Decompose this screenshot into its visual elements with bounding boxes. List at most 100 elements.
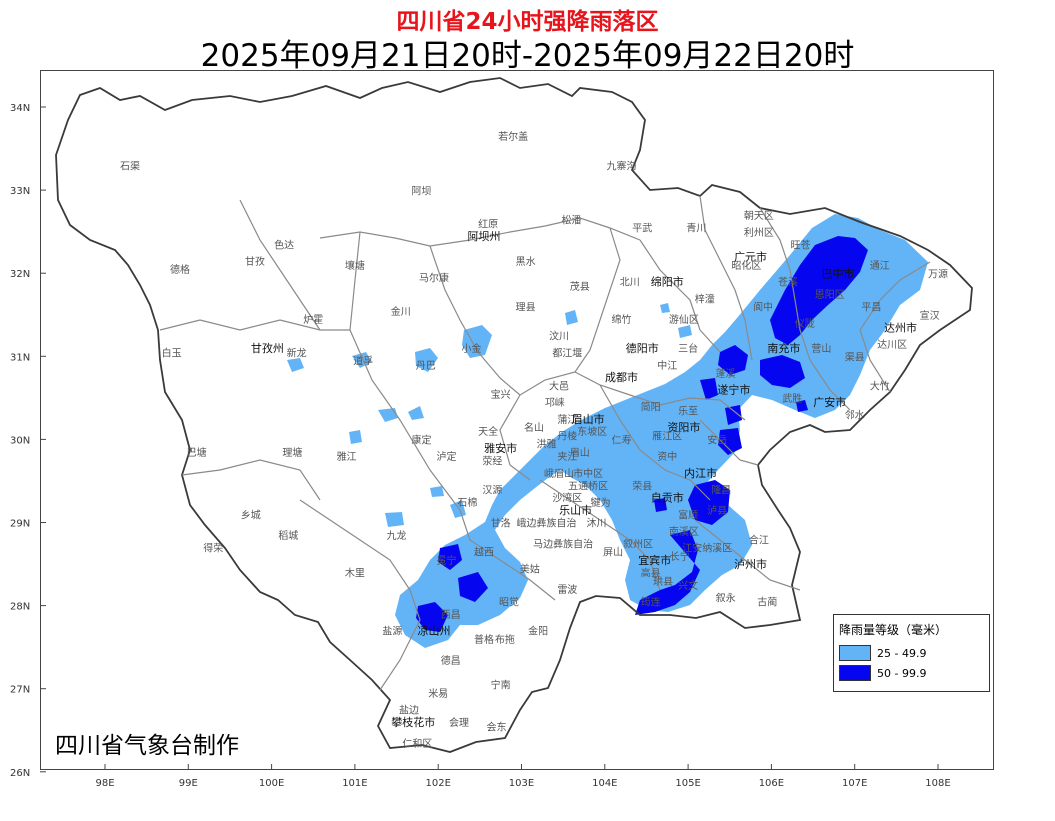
county-label: 汉源 [482,483,502,496]
county-label: 黑水 [516,256,536,268]
county-label: 东坡区 [577,425,607,438]
lat-tick-label: 27N [10,685,30,696]
county-label: 仁和区 [402,738,432,750]
county-boundary [469,539,556,601]
county-label: 理塘 [282,446,302,459]
lon-tick-label: 105E [675,778,700,789]
county-label: 沐川 [586,517,606,530]
lon-tick-label: 101E [342,778,367,789]
county-label: 若尔盖 [498,130,528,143]
rain-patch-light [385,512,404,527]
city-label: 巴中市 [822,266,855,280]
rain-patch-light [462,325,492,358]
county-label: 阆中 [753,301,773,314]
county-label: 昭化区 [731,259,761,272]
county-label: 马边彝族自治 [533,537,593,550]
county-label: 金阳 [528,625,548,638]
lon-tick-label: 104E [592,778,617,789]
county-label: 阿坝 [412,185,432,197]
city-label: 广安市 [813,395,846,409]
county-label: 三台 [678,342,698,355]
producer-credit: 四川省气象台制作 [55,733,239,759]
county-label: 石渠 [120,160,140,172]
county-label: 古蔺 [757,596,777,609]
county-label: 宝兴 [491,388,511,401]
lon-tick-label: 107E [842,778,867,789]
county-label: 峨眉山 [544,468,574,480]
county-label: 理县 [516,302,536,314]
county-label: 沙湾区 [552,492,582,505]
county-label: 青川 [686,222,706,235]
county-label: 平昌 [861,302,881,314]
rain-patch-heavy [700,378,718,400]
map-frame [40,70,994,770]
county-label: 武胜 [782,392,802,405]
county-label: 美姑 [520,562,540,575]
rain-patch-heavy [654,498,667,512]
county-label: 中江 [657,359,677,372]
county-label: 普格 [474,633,494,646]
county-boundary [859,261,931,393]
county-label: 达川区 [877,339,907,351]
rain-patch-light [415,348,438,372]
lat-tick-label: 29N [10,519,30,530]
county-label: 万源 [928,267,948,280]
legend-item: 25 - 49.9 [839,645,926,661]
county-label: 马尔康 [419,272,449,285]
lon-tick-label: 98E [95,778,114,789]
legend-title: 降雨量等级（毫米） [839,623,948,637]
county-label: 九寨沟 [606,159,636,172]
lat-tick-label: 31N [10,352,30,363]
county-boundary [299,499,421,691]
city-label: 资阳市 [667,420,700,434]
county-label: 丹棱 [557,429,577,442]
county-label: 屏山 [603,547,623,559]
county-label: 德格 [170,263,190,276]
lon-tick-label: 108E [925,778,950,789]
county-label: 北川 [620,277,640,289]
county-label: 宣汉 [920,309,940,322]
lat-tick-label: 28N [10,602,30,613]
county-label: 雁江区 [652,430,682,442]
county-label: 珙县 [653,576,673,588]
lon-tick-label: 99E [179,778,198,789]
county-label: 甘洛 [491,517,511,530]
rain-patch-heavy [842,266,852,280]
map-title: 四川省24小时强降雨落区 [396,9,659,35]
county-label: 叙州区 [623,537,653,550]
county-label: 乐至 [678,405,698,417]
county-label: 道孚 [353,355,373,368]
city-label: 乐山市 [559,503,592,517]
boundaries [55,77,973,753]
rain-patch-heavy [718,428,742,455]
county-label: 会理 [449,716,469,729]
county-label: 梓潼 [695,292,715,305]
county-label: 犍为 [591,497,611,509]
county-label: 仁寿 [611,434,631,447]
rain-patch-heavy [438,544,462,570]
rain-patch-heavy [458,572,488,602]
county-boundary [159,319,350,331]
county-label: 雅江 [337,450,357,463]
rain-patch-heavy [718,345,748,375]
rain-patch-heavy [796,400,808,412]
county-label: 合江 [749,533,769,546]
rain-patch-light [565,310,578,325]
city-label: 内江市 [684,466,717,480]
city-label: 雅安市 [484,441,517,455]
city-label: 阿坝州 [468,229,501,243]
county-label: 泸定 [437,450,457,463]
county-boundary [694,519,801,591]
province-boundary [55,77,973,753]
county-label: 越西 [474,546,494,559]
county-label: 雷波 [557,583,577,596]
map-period: 2025年09月21日20时-2025年09月22日20时 [200,38,855,74]
rain-patch-heavy [416,602,448,632]
county-label: 绵竹 [611,313,631,326]
rain-patch-light [450,500,466,518]
city-label: 宜宾市 [638,553,671,567]
county-label: 布拖 [495,633,515,646]
lon-tick-label: 100E [259,778,284,789]
rain-patch-heavy [635,530,700,615]
